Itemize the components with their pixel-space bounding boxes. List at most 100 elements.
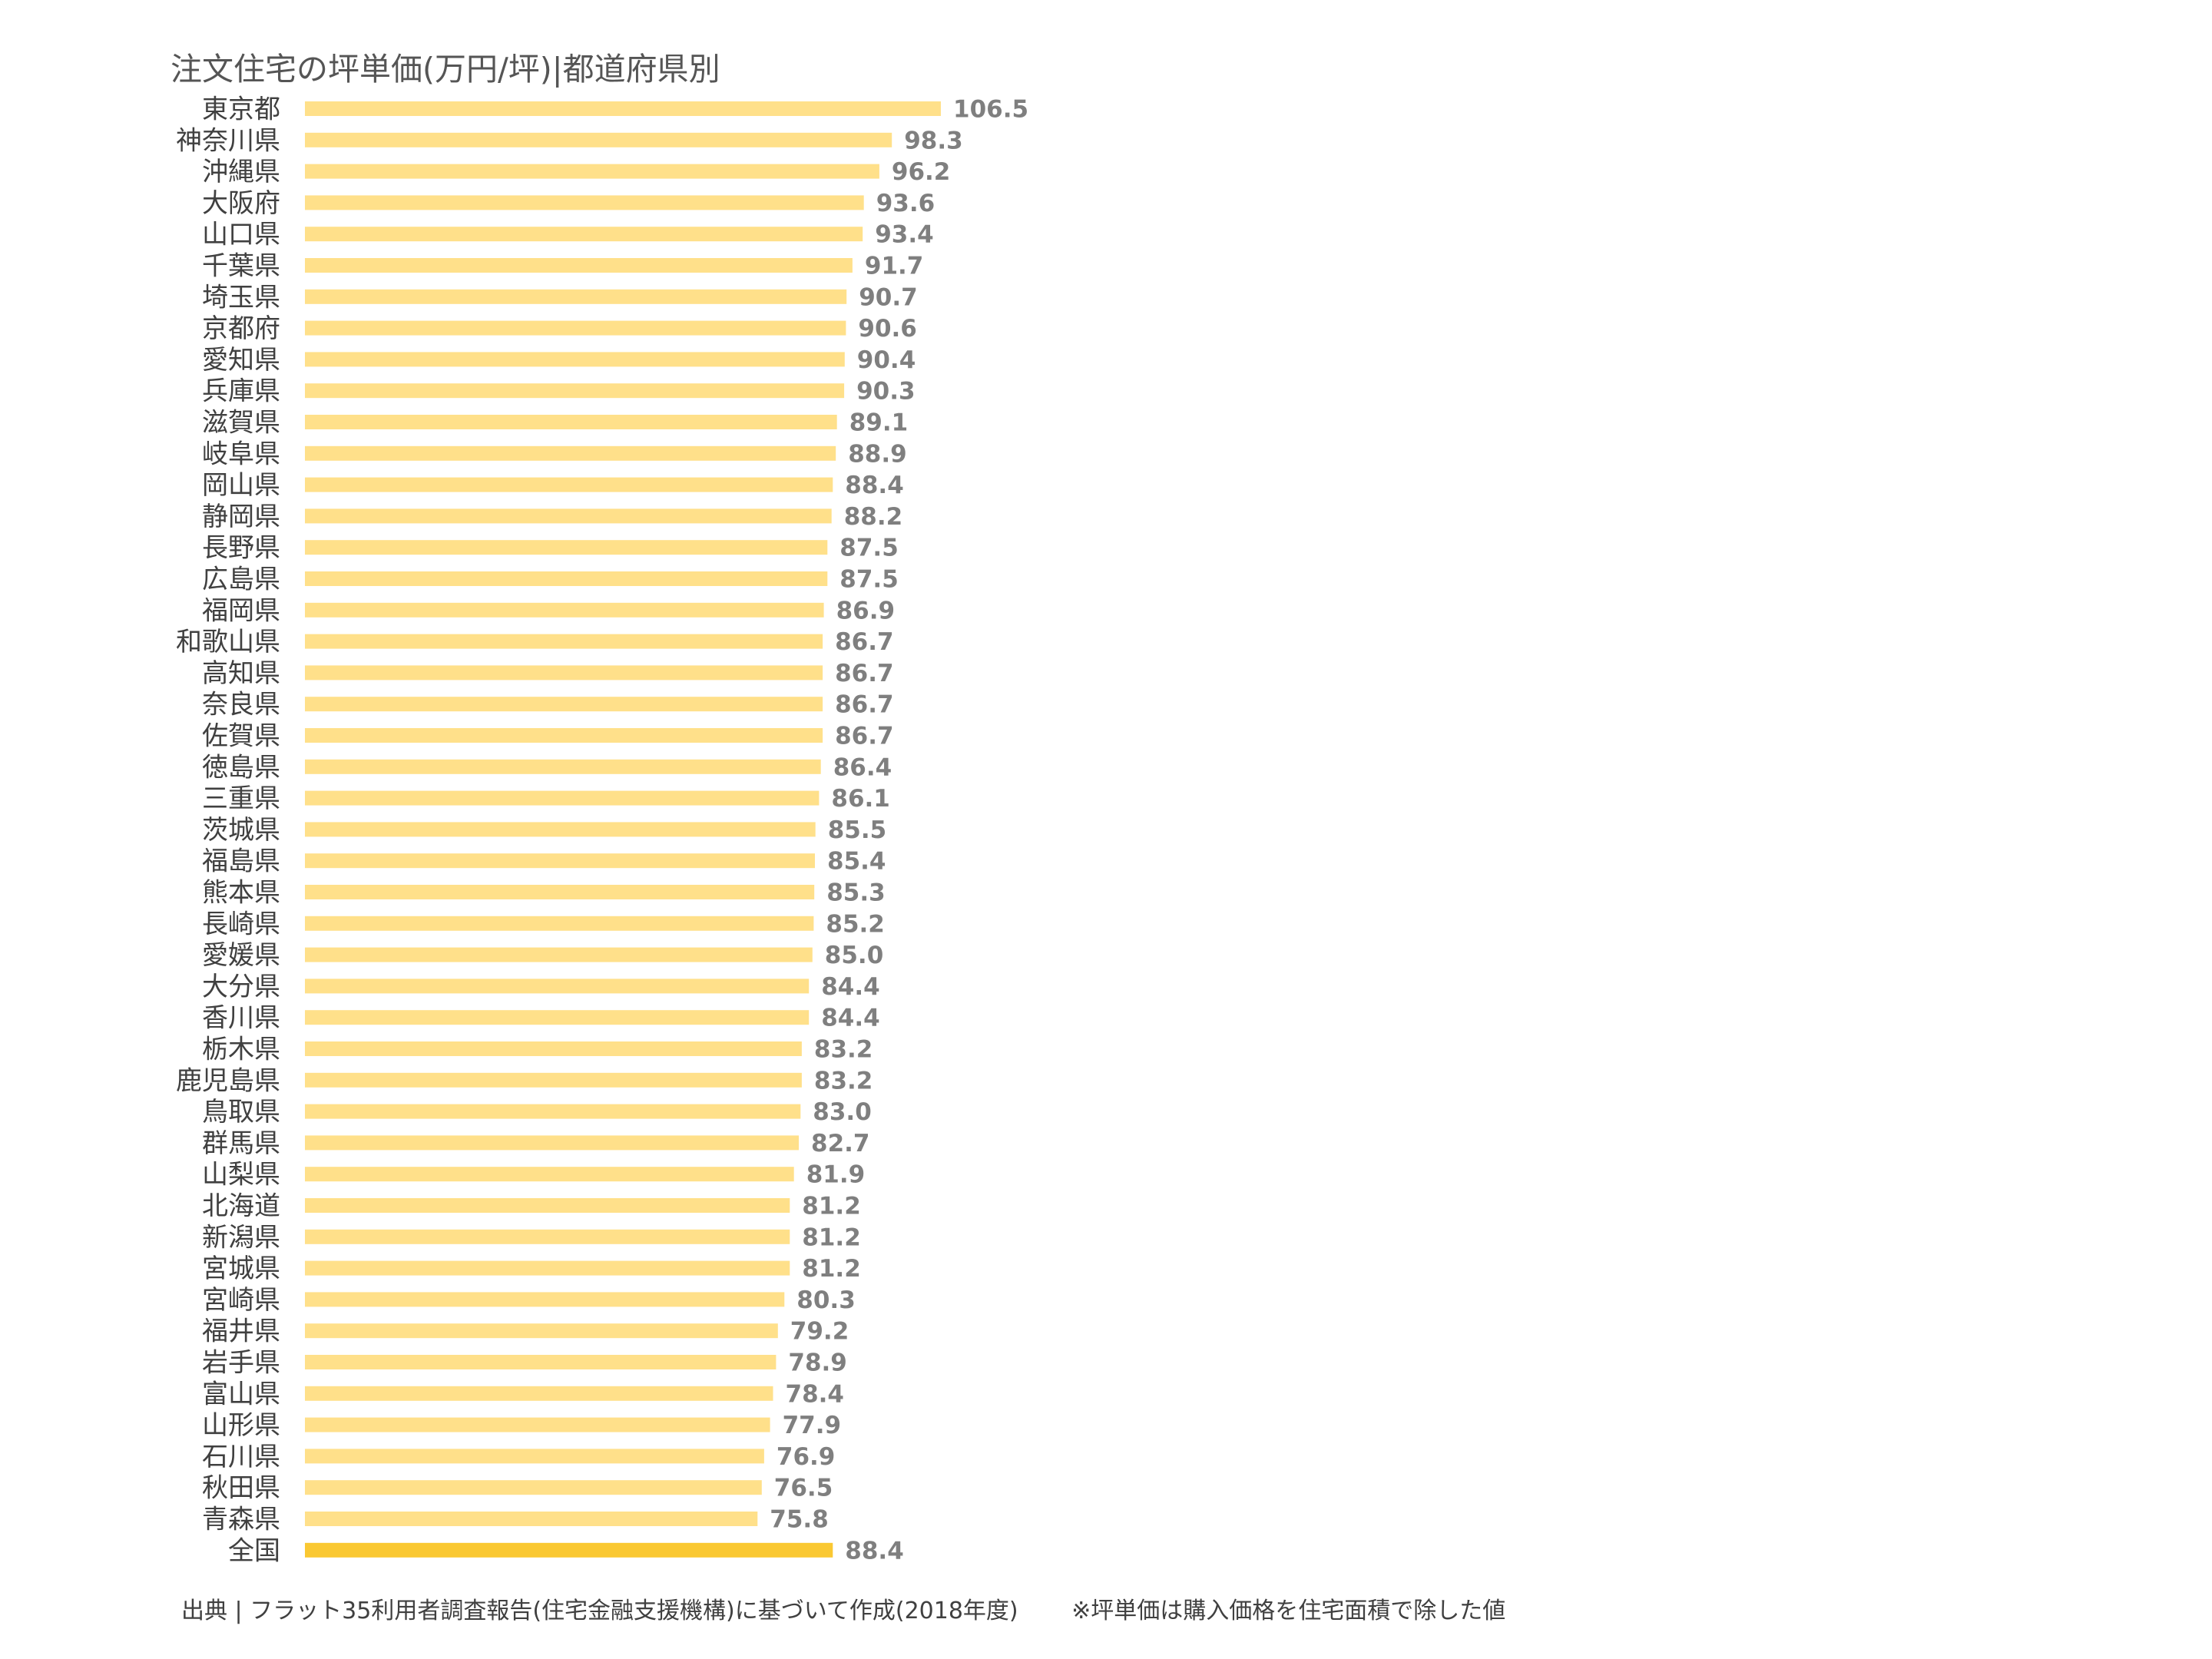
- value-label: 83.0: [813, 1098, 872, 1126]
- category-label: 熊本県: [202, 878, 280, 909]
- value-label: 83.2: [814, 1067, 873, 1094]
- value-label: 87.5: [839, 535, 899, 562]
- value-label: 93.4: [875, 221, 934, 249]
- value-label: 79.2: [790, 1318, 849, 1346]
- bar: [305, 665, 823, 680]
- category-label: 石川県: [202, 1442, 280, 1472]
- value-label: 86.1: [831, 785, 890, 813]
- category-label: 兵庫県: [202, 376, 280, 407]
- bar: [305, 1041, 802, 1056]
- category-label: 長野県: [202, 533, 280, 564]
- category-label: 群馬県: [202, 1128, 280, 1159]
- category-label: 青森県: [202, 1505, 280, 1535]
- bar: [305, 101, 941, 116]
- bar: [305, 132, 892, 147]
- value-label: 84.4: [821, 973, 880, 1001]
- category-label: 新潟県: [202, 1222, 280, 1253]
- value-label: 76.5: [774, 1475, 833, 1502]
- value-label: 81.9: [806, 1161, 866, 1189]
- category-label: 三重県: [202, 783, 280, 814]
- value-label: 86.7: [835, 723, 894, 750]
- bar: [305, 728, 823, 743]
- value-label: 80.3: [796, 1286, 856, 1314]
- category-label: 岡山県: [202, 470, 280, 501]
- bar: [305, 1104, 801, 1119]
- category-label: 千葉県: [202, 251, 280, 282]
- category-label: 大分県: [202, 972, 280, 1002]
- category-label: 岐阜県: [202, 439, 280, 469]
- value-label: 89.1: [849, 409, 909, 437]
- category-label: 富山県: [202, 1379, 280, 1409]
- category-label: 香川県: [202, 1003, 280, 1034]
- bar: [305, 1229, 790, 1244]
- bar: [305, 415, 837, 429]
- bar: [305, 916, 814, 931]
- value-label: 86.4: [833, 753, 892, 781]
- chart-title: 注文住宅の坪単価(万円/坪)|都道府県別: [171, 51, 720, 88]
- bar: [305, 540, 828, 555]
- value-label: 76.9: [777, 1443, 836, 1471]
- value-label: 81.2: [802, 1255, 861, 1283]
- category-label: 奈良県: [202, 690, 280, 720]
- bar: [305, 947, 813, 962]
- bar: [305, 289, 847, 304]
- value-label: 106.5: [953, 96, 1028, 124]
- bar: [305, 352, 845, 367]
- category-label: 沖縄県: [202, 157, 280, 187]
- bar: [305, 1292, 785, 1307]
- value-label: 98.3: [904, 127, 963, 154]
- bar: [305, 445, 836, 461]
- value-label: 91.7: [865, 253, 924, 280]
- bar: [305, 759, 821, 774]
- value-label: 85.3: [826, 879, 886, 907]
- bar: [305, 227, 863, 242]
- bar: [305, 634, 823, 649]
- value-label: 86.9: [836, 597, 896, 624]
- bar: [305, 979, 810, 994]
- category-label: 宮崎県: [202, 1285, 280, 1316]
- category-label: 埼玉県: [202, 282, 280, 313]
- bar: [305, 1417, 770, 1432]
- category-label: 東京都: [202, 94, 280, 125]
- category-label: 広島県: [202, 565, 280, 595]
- bar: [305, 697, 823, 712]
- value-label: 82.7: [811, 1130, 870, 1157]
- bar: [305, 571, 828, 586]
- category-label: 福井県: [202, 1316, 280, 1347]
- category-label: 和歌山県: [176, 627, 280, 657]
- bar: [305, 1512, 758, 1526]
- category-label: 北海道: [202, 1191, 280, 1222]
- value-label: 85.5: [828, 816, 887, 844]
- bar: [305, 1167, 794, 1182]
- value-label: 86.7: [835, 628, 894, 656]
- category-label: 愛媛県: [202, 940, 280, 971]
- bar: [305, 320, 846, 336]
- bar: [305, 822, 816, 837]
- value-label: 83.2: [814, 1036, 873, 1064]
- bar: [305, 1449, 764, 1464]
- bar: [305, 508, 832, 524]
- category-label: 山形県: [202, 1410, 280, 1441]
- category-label: 福岡県: [202, 595, 280, 626]
- category-label: 秋田県: [202, 1473, 280, 1504]
- bar: [305, 1010, 810, 1025]
- definition-note: ※坪単価は購入価格を住宅面積で除した値: [1071, 1598, 1506, 1624]
- value-label: 81.2: [802, 1193, 861, 1220]
- bar: [305, 195, 864, 210]
- bar: [305, 1323, 778, 1339]
- bar: [305, 1260, 790, 1276]
- value-label: 93.6: [876, 190, 935, 217]
- bars: [305, 101, 941, 1558]
- value-labels: 106.5 98.3 96.2 93.6 93.4 91.7 90.7 90.6 90.4 90.…: [770, 96, 1028, 1565]
- value-label: 90.7: [859, 283, 918, 311]
- category-label: 愛知県: [202, 345, 280, 376]
- bar: [305, 258, 853, 273]
- value-label: 81.2: [802, 1224, 861, 1251]
- source-note: 出典 | フラット35利用者調査報告(住宅金融支援機構)に基づいて作成(2018…: [181, 1598, 1018, 1624]
- value-label: 86.7: [835, 660, 894, 687]
- value-label: 88.2: [844, 503, 903, 531]
- category-label: 京都府: [202, 313, 280, 344]
- category-label: 栃木県: [202, 1035, 280, 1065]
- category-label: 高知県: [202, 658, 280, 689]
